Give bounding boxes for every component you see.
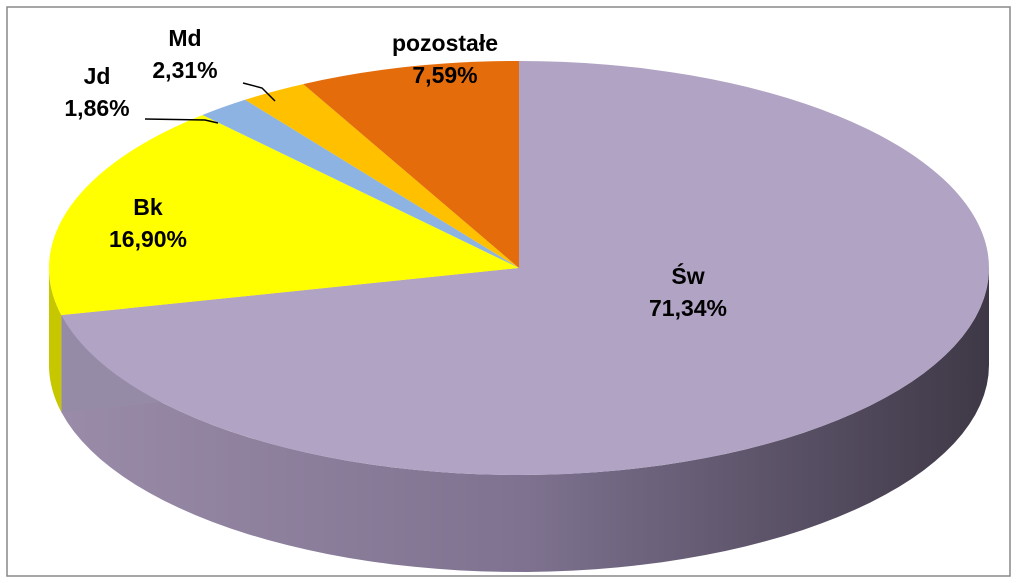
slice <box>202 99 519 268</box>
tops <box>48 61 990 475</box>
slice <box>303 61 519 268</box>
slice-side <box>49 268 62 413</box>
slice-value-label: 7,59% <box>412 62 477 88</box>
slice <box>61 61 990 475</box>
slice-value-label: 2,31% <box>152 57 217 83</box>
slice <box>48 114 519 316</box>
slice-value-label: 1,86% <box>64 95 129 121</box>
slice-name-label: pozostałe <box>392 30 498 56</box>
slice-name-label: Jd <box>84 63 111 89</box>
slice-value-label: 71,34% <box>649 295 727 321</box>
slice-side <box>61 268 990 572</box>
slice-name-label: Md <box>168 25 201 51</box>
leader-line <box>242 82 276 102</box>
slice-value-label: 16,90% <box>109 226 187 252</box>
slice <box>245 84 519 269</box>
slice-name-label: Św <box>671 262 704 289</box>
labels: Św 71,34% Bk 16,90% Jd 1,86% Md 2,31% pozostałe 7… <box>64 25 727 321</box>
slice-name-label: Bk <box>133 194 163 220</box>
leader-line <box>144 118 219 124</box>
